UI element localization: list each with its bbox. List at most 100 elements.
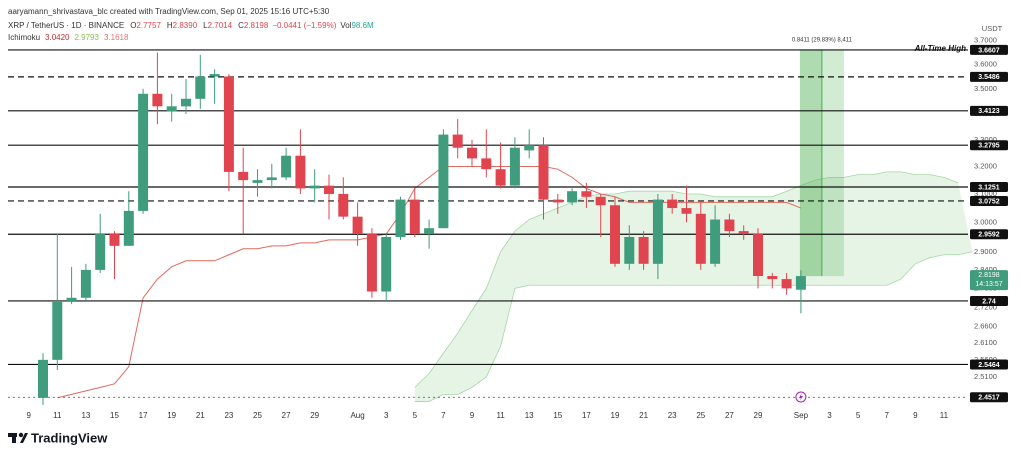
x-tick-label: 27 [725,411,734,420]
header-item: 2.8198 [244,21,269,30]
candle-body [181,98,191,107]
candle-body [681,208,692,214]
x-tick-label: 29 [754,411,763,420]
y-tick-label: 2.9000 [974,247,997,256]
candle-body [152,93,163,107]
candle-body [524,145,535,151]
x-tick-label: 3 [384,411,389,420]
candles-layer [38,52,806,405]
candle-body [753,234,763,277]
x-tick-label: 19 [611,411,620,420]
header-item: O [130,21,136,30]
candle-body [538,145,549,200]
axis-layer: 3.70003.60003.50003.40003.30003.20003.10… [26,36,1008,420]
level-label: 2.74 [982,298,996,305]
candle-body [80,269,91,298]
candle-body [610,205,620,264]
x-tick-label: 23 [668,411,677,420]
candle-body [209,74,220,77]
x-tick-label: 21 [639,411,648,420]
candle-body [724,219,735,232]
x-tick-label: 13 [81,411,90,420]
x-tick-label: 11 [940,411,949,420]
candle-body [581,191,592,197]
candle-body [38,359,48,398]
measure-box [821,49,844,277]
level-label: 3.5486 [978,74,1000,81]
candle-body [352,216,363,235]
x-tick-label: 21 [196,411,205,420]
level-label: 3.1251 [978,184,1000,191]
x-tick-label: 9 [26,411,31,420]
candle-body [767,276,778,280]
level-label: 2.4517 [978,395,1000,402]
header-item: 2.9793 [74,33,99,42]
candle-body [667,199,678,209]
logo-text: TradingView [31,430,108,445]
level-tag [970,44,1008,55]
candle-body [309,185,320,189]
x-tick-label: 17 [139,411,148,420]
candle-body [495,169,506,186]
candle-body [424,228,435,235]
candle-body [795,276,806,290]
candle-body [266,177,277,181]
candle-body [438,134,449,229]
header-item: −0.0441 (−1.59%) [272,21,336,30]
candle-body [509,147,520,186]
header-item: 3.1618 [104,33,129,42]
x-tick-label: 25 [253,411,262,420]
y-tick-label: 2.5600 [974,355,997,364]
level-label: 3.6607 [978,47,1000,54]
candle-body [552,199,563,203]
y-tick-label: 3.1000 [974,189,997,198]
header-item: 2.7757 [136,21,161,30]
measure-label: 0.8411 (29.83%) 8,411 [792,38,853,44]
candle-body [567,191,578,203]
candle-body [395,199,406,237]
level-tag [970,295,1008,306]
level-label: 3.4123 [978,108,1000,115]
candle-body [281,155,292,178]
candle-body [95,234,106,270]
candle-body [238,171,249,181]
x-tick-label: 9 [913,411,918,420]
ichimoku-line: Ichimoku 3.0420 2.9793 3.1618 [8,33,129,42]
y-tick-label: 2.6100 [974,338,997,347]
candle-body [195,76,206,99]
x-tick-label: 11 [53,411,62,420]
x-tick-label: 7 [884,411,889,420]
symbol-line: XRP / TetherUS · 1D · BINANCE O2.7757 H 2.8… [8,21,374,30]
header-item: H [167,21,173,30]
credit: aaryamann_shrivastava_blc created with T… [8,7,330,16]
x-tick-label: 19 [167,411,176,420]
candle-body [481,158,492,170]
x-tick-label: Sep [794,411,809,420]
candle-body [595,196,606,206]
logo: TradingView [8,430,108,445]
x-tick-label: 17 [582,411,591,420]
y-tick-label: 3.0000 [974,217,997,226]
level-label: 3.0752 [978,198,1000,205]
x-tick-label: 5 [413,411,418,420]
candle-body [695,213,706,264]
header-item: XRP / TetherUS · 1D · BINANCE [8,21,124,30]
x-tick-label: 15 [553,411,562,420]
candle-body [109,234,120,246]
candle-body [295,155,306,189]
header-item: 3.0420 [45,33,70,42]
level-tag [970,359,1008,370]
level-label: 2.9592 [978,232,1000,239]
x-tick-label: 13 [525,411,534,420]
level-label: 2.5464 [978,362,1000,369]
y-tick-label: 3.2000 [974,161,997,170]
level-tag [970,140,1008,151]
level-tag [970,392,1008,403]
y-tick-label: 3.6000 [974,59,997,68]
ichimoku-cloud [414,171,973,402]
candle-body [452,134,463,148]
x-tick-label: Aug [350,411,364,420]
level-tag [970,105,1008,116]
candle-body [624,236,635,264]
